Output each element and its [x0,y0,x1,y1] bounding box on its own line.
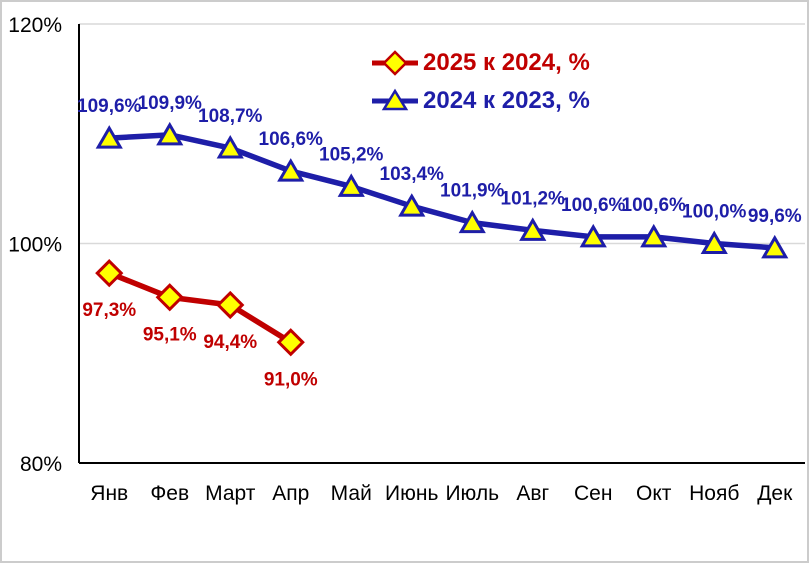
x-tick-label: Март [205,482,256,505]
data-label: 91,0% [264,369,318,390]
marker-triangle [640,223,668,248]
x-tick-label: Июнь [385,482,438,505]
marker-diamond [155,283,184,312]
legend-item-2025: 2025 к 2024, % [370,46,590,79]
data-label: 109,9% [138,93,203,114]
x-tick-label: Июль [445,482,499,505]
legend-marker-triangle-icon [372,88,418,110]
data-label: 101,9% [440,181,505,202]
marker-triangle [156,121,184,146]
marker-triangle [398,193,426,217]
data-label: 103,4% [380,164,445,185]
x-tick-label: Дек [757,482,793,505]
x-tick-label: Нояб [689,482,739,505]
marker-diamond [216,290,245,320]
data-label: 109,6% [77,96,142,117]
marker-diamond [276,328,305,357]
series-line [106,270,294,346]
x-tick-label: Май [331,482,372,505]
marker-triangle [216,135,244,159]
marker-triangle [277,158,305,182]
y-tick-label: 80% [20,453,62,476]
data-label: 100,6% [561,195,626,216]
marker-diamond [95,259,124,288]
marker-triangle [700,230,728,254]
data-label: 105,2% [319,144,384,165]
data-label: 99,6% [748,206,802,227]
legend-label-2024: 2024 к 2023, % [423,86,590,114]
data-label: 95,1% [143,324,197,345]
data-label: 108,7% [198,106,263,127]
data-label: 101,2% [501,188,566,209]
legend-item-2024: 2024 к 2023, % [370,84,590,117]
marker-triangle [519,217,547,241]
marker-triangle [95,125,123,149]
legend-label-2025: 2025 к 2024, % [423,48,590,76]
data-label: 94,4% [203,332,257,353]
chart-legend: 2025 к 2024, % 2024 к 2023, % [370,46,590,117]
x-tick-label: Апр [272,482,309,505]
series-line [106,132,778,251]
marker-triangle [337,173,365,197]
data-label: 97,3% [82,300,136,321]
x-tick-label: Сен [574,482,612,505]
y-tick-label: 100% [8,234,62,257]
x-tick-label: Янв [90,482,128,505]
x-tick-label: Авг [516,482,549,505]
x-tick-label: Окт [636,482,672,505]
data-label: 100,6% [622,195,687,216]
legend-marker-diamond-icon [372,49,418,76]
y-tick-label: 120% [8,14,62,37]
marker-triangle [761,234,789,259]
marker-triangle [579,223,607,248]
data-label: 106,6% [259,129,324,150]
x-tick-label: Фев [150,482,189,505]
data-label: 100,0% [682,202,747,223]
marker-triangle [458,209,486,234]
